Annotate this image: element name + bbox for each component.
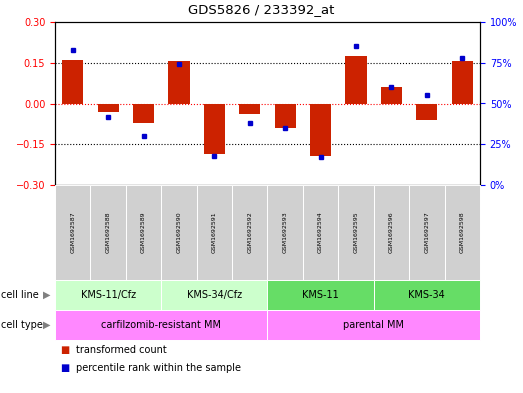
Text: ▶: ▶ <box>43 290 51 300</box>
Text: GSM1692593: GSM1692593 <box>283 211 288 253</box>
Bar <box>452 61 473 103</box>
Bar <box>345 56 367 103</box>
Bar <box>275 103 296 128</box>
Text: GSM1692587: GSM1692587 <box>70 212 75 253</box>
Text: ■: ■ <box>60 363 70 373</box>
Bar <box>381 87 402 103</box>
Text: GSM1692592: GSM1692592 <box>247 211 252 253</box>
Bar <box>168 61 189 103</box>
Text: parental MM: parental MM <box>343 320 404 330</box>
Text: GSM1692591: GSM1692591 <box>212 212 217 253</box>
Text: cell line: cell line <box>1 290 38 300</box>
Bar <box>62 60 83 103</box>
Text: KMS-11: KMS-11 <box>302 290 339 300</box>
Text: KMS-34: KMS-34 <box>408 290 445 300</box>
Text: GSM1692594: GSM1692594 <box>318 211 323 253</box>
Text: GDS5826 / 233392_at: GDS5826 / 233392_at <box>188 3 335 16</box>
Text: carfilzomib-resistant MM: carfilzomib-resistant MM <box>101 320 221 330</box>
Text: KMS-34/Cfz: KMS-34/Cfz <box>187 290 242 300</box>
Text: transformed count: transformed count <box>76 345 167 355</box>
Text: percentile rank within the sample: percentile rank within the sample <box>76 363 241 373</box>
Bar <box>239 103 260 114</box>
Bar <box>204 103 225 154</box>
Bar <box>97 103 119 112</box>
Text: ■: ■ <box>60 345 70 355</box>
Text: GSM1692598: GSM1692598 <box>460 212 465 253</box>
Bar <box>133 103 154 123</box>
Text: GSM1692590: GSM1692590 <box>176 212 181 253</box>
Text: cell type: cell type <box>1 320 42 330</box>
Bar <box>310 103 331 156</box>
Text: GSM1692597: GSM1692597 <box>424 211 429 253</box>
Bar <box>416 103 438 120</box>
Text: GSM1692588: GSM1692588 <box>106 212 111 253</box>
Text: GSM1692596: GSM1692596 <box>389 212 394 253</box>
Text: GSM1692595: GSM1692595 <box>354 212 359 253</box>
Text: KMS-11/Cfz: KMS-11/Cfz <box>81 290 135 300</box>
Text: ▶: ▶ <box>43 320 51 330</box>
Text: GSM1692589: GSM1692589 <box>141 212 146 253</box>
